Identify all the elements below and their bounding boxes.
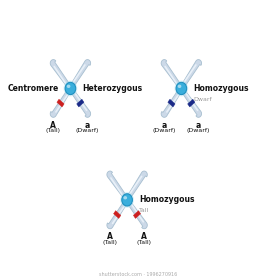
Polygon shape [168, 99, 175, 107]
Polygon shape [114, 211, 121, 218]
Polygon shape [161, 60, 183, 90]
Text: a: a [162, 121, 167, 130]
Text: shutterstock.com · 1996270916: shutterstock.com · 1996270916 [99, 272, 177, 277]
Polygon shape [125, 198, 147, 229]
Text: a: a [85, 121, 90, 130]
Polygon shape [161, 87, 183, 117]
Text: A: A [50, 121, 56, 130]
Ellipse shape [174, 80, 188, 96]
Text: A: A [107, 232, 113, 241]
Text: Tall: Tall [139, 208, 149, 213]
Text: Dwarf: Dwarf [193, 97, 212, 102]
Polygon shape [133, 211, 141, 218]
Polygon shape [50, 60, 72, 90]
Text: Centromere: Centromere [8, 84, 59, 93]
Ellipse shape [65, 82, 76, 95]
Polygon shape [180, 87, 202, 117]
Text: A: A [141, 232, 147, 241]
Polygon shape [69, 87, 91, 117]
Text: Homozygous: Homozygous [193, 84, 249, 93]
Polygon shape [188, 99, 195, 107]
Polygon shape [107, 198, 129, 229]
Polygon shape [57, 99, 64, 107]
Text: a: a [196, 121, 201, 130]
Polygon shape [180, 60, 202, 90]
Ellipse shape [124, 196, 127, 199]
Text: (Tall): (Tall) [46, 129, 61, 134]
Text: (Dwarf): (Dwarf) [187, 129, 210, 134]
Ellipse shape [63, 80, 77, 96]
Text: Heterozygous: Heterozygous [82, 84, 142, 93]
Text: (Dwarf): (Dwarf) [76, 129, 99, 134]
Text: (Tall): (Tall) [137, 240, 152, 245]
Ellipse shape [122, 194, 132, 206]
Ellipse shape [120, 192, 134, 208]
Text: (Tall): (Tall) [102, 240, 118, 245]
Ellipse shape [67, 85, 70, 88]
Text: (Dwarf): (Dwarf) [153, 129, 176, 134]
Ellipse shape [178, 85, 181, 88]
Ellipse shape [176, 82, 187, 95]
Polygon shape [50, 87, 72, 117]
Polygon shape [69, 60, 91, 90]
Polygon shape [77, 99, 84, 107]
Polygon shape [107, 171, 129, 202]
Polygon shape [125, 171, 147, 202]
Text: Homozygous: Homozygous [139, 195, 194, 204]
